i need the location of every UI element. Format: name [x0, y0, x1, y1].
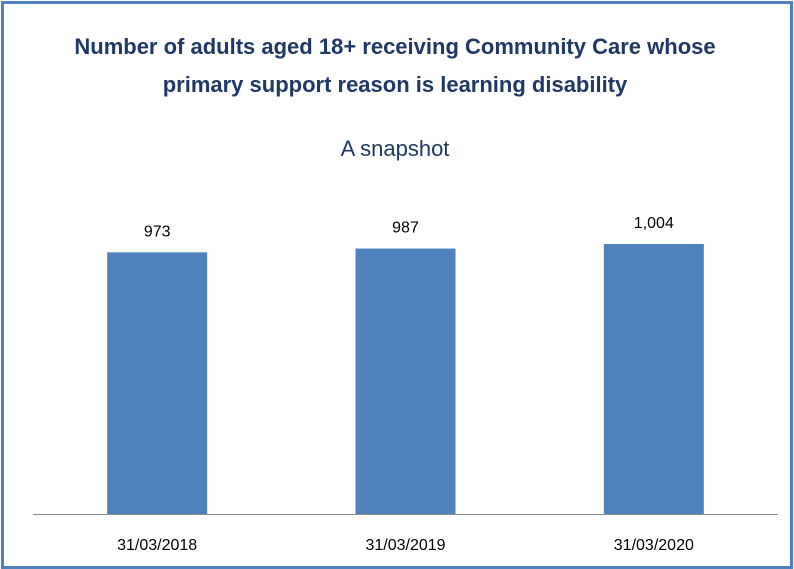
bar-31/03/2019 — [355, 248, 456, 514]
data-label-31/03/2018: 973 — [144, 223, 171, 240]
data-label-31/03/2020: 1,004 — [634, 215, 674, 232]
x-tick-label-31/03/2018: 31/03/2018 — [117, 537, 197, 554]
chart-title: Number of adults aged 18+ receiving Comm… — [74, 34, 716, 97]
chart-subtitle: A snapshot — [340, 136, 450, 161]
x-tick-label-31/03/2020: 31/03/2020 — [614, 537, 694, 554]
data-label-31/03/2019: 987 — [392, 220, 419, 237]
bar-31/03/2020 — [603, 244, 704, 514]
bars-layer — [107, 244, 704, 514]
x-tick-label-31/03/2019: 31/03/2019 — [365, 537, 445, 554]
bar-31/03/2018 — [107, 252, 208, 514]
labels-layer: 973 31/03/2018 987 31/03/2019 1,004 31/03/202… — [117, 215, 694, 554]
